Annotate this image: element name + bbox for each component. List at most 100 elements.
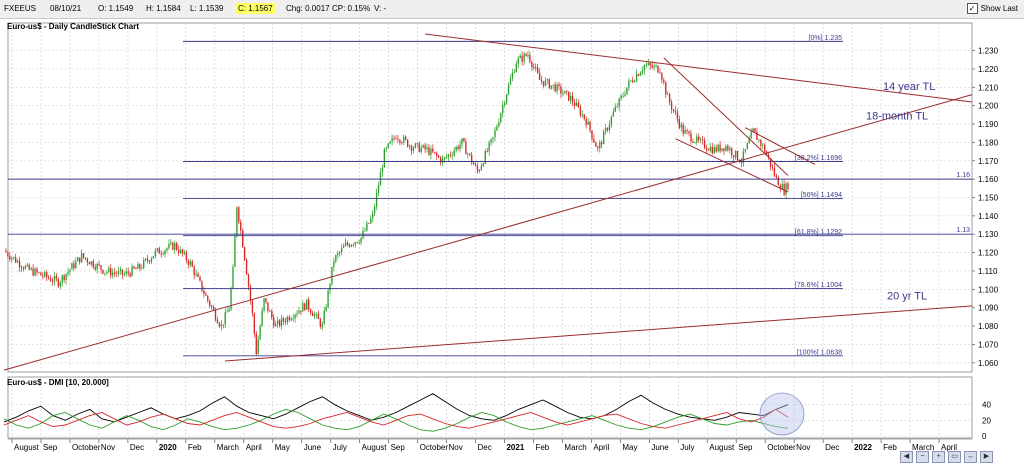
zoom-in-icon[interactable]: + [932,451,945,463]
candle-body [748,138,750,144]
candle-body [123,274,125,275]
candle-body [92,261,94,268]
candle-body [653,65,655,68]
candle-body [531,61,533,68]
candle-body [519,55,521,59]
candle-body [275,324,277,327]
candle-body [767,154,770,158]
candle-body [49,278,52,282]
x-tick-label: Feb [188,443,202,452]
candle-body [688,131,690,134]
candle-body [377,185,380,193]
candle-body [732,155,735,158]
candle-body [236,207,238,237]
candle-body [719,144,721,152]
horizontal-level-label: 1.16 [956,172,970,179]
candle-body [131,266,133,277]
candle-body [517,58,519,64]
candle-body [606,128,609,131]
candle-body [242,230,244,248]
show-last-toggle[interactable]: ✓ Show Last [966,3,1018,14]
candle-body [422,144,424,148]
candle-body [492,137,494,140]
low-value: L: 1.1539 [190,4,224,13]
candle-body [445,157,448,158]
candle-body [488,142,490,152]
candle-body [344,242,347,246]
fit-icon[interactable]: ▭ [948,451,961,463]
pan-icon[interactable]: ↔ [964,451,977,463]
chart-canvas: [0%] 1.235 [38.2%] 1.1696 [50%] 1.1494 [61.… [3,22,999,452]
dmi-y-tick-label: 40 [982,401,991,410]
candle-body [389,141,391,144]
candle-body [176,243,178,250]
candle-body [61,275,63,283]
candlestick-series [5,50,789,357]
candle-body [373,206,376,214]
candle-body [224,312,226,325]
candle-body [80,253,83,263]
candle-body [604,128,607,132]
y-tick-label: 1.130 [978,230,999,239]
candle-body [135,268,137,270]
candle-body [701,139,704,141]
candle-body [337,253,339,256]
candle-body [183,252,186,254]
candle-body [414,143,417,148]
candle-body [366,223,368,231]
candle-body [181,249,184,254]
candle-body [267,302,269,311]
candle-body [410,145,413,151]
candle-body [536,67,539,73]
x-tick-label: July [680,443,694,452]
x-tick-label: October [420,443,449,452]
candle-body [399,139,401,143]
candle-body [515,63,517,73]
y-tick-label: 1.110 [978,267,998,276]
candle-body [9,256,11,260]
candle-body [513,72,516,73]
candle-body [113,272,116,274]
candle-body [727,145,729,151]
candle-body [713,147,715,154]
dmi-y-tick-label: 0 [982,432,987,441]
candle-body [436,152,438,156]
candle-body [354,242,356,245]
candle-body [73,263,75,269]
candle-body [59,282,61,287]
x-tick-label: Dec [825,443,839,452]
x-tick-label: October [767,443,796,452]
candle-body [125,271,127,275]
candle-body [608,124,611,131]
candle-body [280,318,283,326]
candle-body [108,267,110,272]
candle-body [79,257,81,263]
close-value: C: 1.1567 [236,3,275,14]
candle-body [141,267,143,269]
candle-body [333,261,335,267]
trendline-label: 18-month TL [866,110,928,122]
candle-body [602,131,605,145]
candle-body [121,269,124,275]
candle-body [680,124,682,128]
candle-body [276,320,279,325]
candle-body [245,259,248,275]
scroll-left-icon[interactable]: ◀ [900,451,913,463]
y-tick-label: 1.190 [978,120,999,129]
candle-body [187,260,190,265]
checkbox-checked-icon[interactable]: ✓ [966,3,978,14]
candle-body [110,267,112,276]
candle-body [657,65,659,73]
zoom-out-icon[interactable]: − [916,451,929,463]
candle-body [546,79,549,81]
y-tick-label: 1.080 [978,322,999,331]
candle-body [632,80,634,82]
scroll-right-icon[interactable]: ▶ [980,451,993,463]
x-tick-label: Dec [130,443,144,452]
candle-body [358,242,360,244]
candle-body [82,253,85,258]
candle-body [453,150,455,156]
candle-body [758,139,760,141]
candle-body [647,63,649,65]
candle-body [298,310,300,314]
